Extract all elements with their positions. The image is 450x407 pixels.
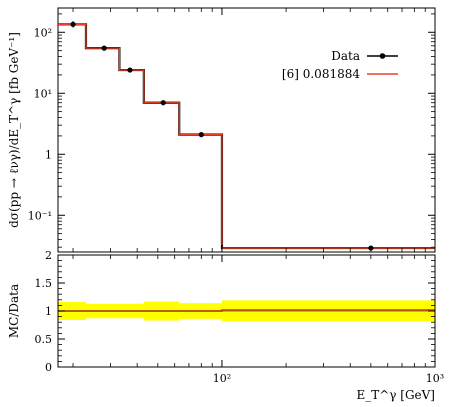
ratio-y-tick-label: 1 [45,305,52,318]
data-point [127,67,133,73]
data-point [198,132,204,138]
legend: Data [6] 0.081884 [282,49,398,81]
data-point-marker [127,67,133,73]
main-y-ticks: 10² 10¹ 1 10⁻¹ [28,13,435,248]
x-axis-label: E_T^γ [GeV] [356,388,435,402]
main-plot-frame [57,7,436,253]
ratio-y-axis-label: MC/Data [7,284,21,338]
model-step-shadow [58,23,435,250]
x-tick-label: 10³ [426,372,444,385]
ratio-y-tick-label: 1.5 [35,277,53,290]
y-tick-label: 1 [45,148,52,161]
ratio-panel: 0 0.5 1 1.5 2 10² 10³ MC/Data E_T^γ [GeV] [7,249,444,402]
legend-model-label: [6] 0.081884 [282,67,360,81]
data-point-marker [70,21,76,27]
ratio-y-tick-label: 0 [45,361,52,374]
legend-data-marker [379,53,386,59]
model-step-line [58,23,435,249]
main-line-layer [58,23,435,250]
main-panel: 10² 10¹ 1 10⁻¹ dσ(pp → ℓνγ)/dE_T^γ [fb GeV⁻… [7,7,436,253]
main-y-axis-label: dσ(pp → ℓνγ)/dE_T^γ [fb GeV⁻¹] [7,32,21,228]
y-tick-label: 10² [34,26,52,39]
data-point-marker [198,132,204,138]
data-point-marker [160,100,166,106]
ratio-y-ticks: 0 0.5 1 1.5 2 [35,249,435,374]
data-point-marker [101,45,107,51]
data-point [160,100,166,106]
ratio-line-layer [58,309,435,312]
ratio-y-tick-label: 2 [45,249,52,262]
legend-data-label: Data [331,49,360,63]
y-tick-label: 10¹ [34,87,52,100]
ratio-y-tick-label: 0.5 [35,333,53,346]
data-point [70,21,76,28]
main-x-ticks [72,8,436,252]
data-point [101,45,107,51]
x-tick-label: 10² [213,372,231,385]
y-tick-label: 10⁻¹ [28,209,52,222]
ratio-x-ticks: 10² 10³ [72,255,444,385]
